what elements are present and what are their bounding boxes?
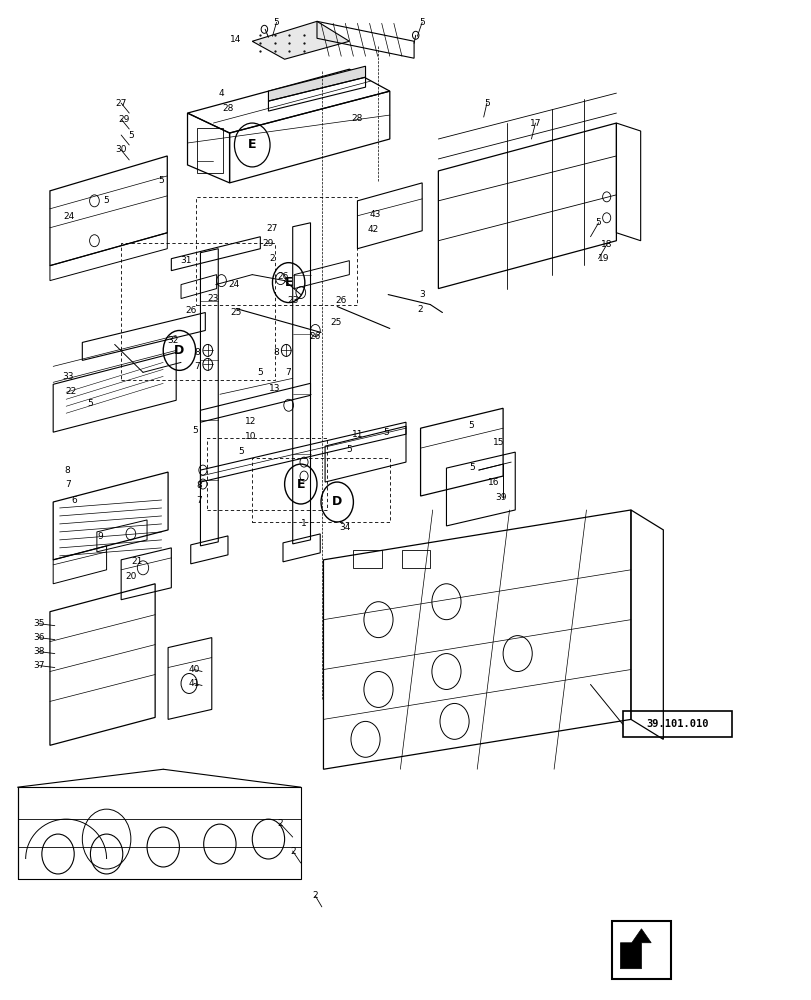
Text: 33: 33 [62,372,74,381]
Text: 8: 8 [195,481,201,490]
Text: 20: 20 [125,572,136,581]
Text: 40: 40 [188,665,200,674]
Text: E: E [296,478,305,491]
Text: 8: 8 [273,348,279,357]
Text: 5: 5 [104,196,109,205]
Text: 41: 41 [188,679,200,688]
Text: 37: 37 [32,661,45,670]
Text: 42: 42 [367,225,379,234]
Text: 39: 39 [496,493,507,502]
Text: 5: 5 [467,421,473,430]
Text: 6: 6 [71,496,77,505]
Text: 10: 10 [245,432,256,441]
Text: 26: 26 [185,306,196,315]
Text: 5: 5 [128,131,134,140]
Text: 29: 29 [118,115,130,124]
Bar [353,550,381,568]
Text: 5: 5 [418,18,424,27]
Text: D: D [174,344,184,357]
Text: 28: 28 [222,104,234,113]
Text: 23: 23 [208,294,219,303]
Text: 38: 38 [32,647,45,656]
Text: 2: 2 [312,891,318,900]
Bar [611,921,670,979]
Text: 16: 16 [487,478,499,487]
Text: 34: 34 [338,523,350,532]
Text: 39.101.010: 39.101.010 [646,719,708,729]
Text: 5: 5 [158,176,165,185]
Text: 27: 27 [115,99,127,108]
Text: 5: 5 [483,99,489,108]
Text: 25: 25 [230,308,242,317]
Text: 13: 13 [268,384,281,393]
Text: 1: 1 [301,519,307,528]
Text: 5: 5 [469,463,474,472]
Text: 18: 18 [600,240,611,249]
Text: 21: 21 [131,557,143,566]
Text: 7: 7 [65,480,71,489]
Text: 2: 2 [417,305,423,314]
Text: 9: 9 [97,532,103,541]
Text: E: E [247,138,256,151]
Text: 7: 7 [195,496,201,505]
Text: 43: 43 [369,210,380,219]
Text: 25: 25 [330,318,341,327]
Text: 5: 5 [257,368,263,377]
Bar [401,550,430,568]
Text: 28: 28 [351,114,363,123]
Text: 35: 35 [32,619,45,628]
Text: 19: 19 [597,254,608,263]
Text: 2: 2 [277,819,282,828]
Polygon shape [252,21,349,59]
Text: 2: 2 [290,847,295,856]
Text: 5: 5 [238,447,243,456]
Text: 8: 8 [194,348,200,357]
Text: 7: 7 [194,362,200,371]
Text: 5: 5 [384,428,389,437]
Polygon shape [620,929,650,969]
Text: 5: 5 [88,399,93,408]
Text: 24: 24 [229,280,240,289]
Text: 12: 12 [245,417,256,426]
Text: 26: 26 [277,272,289,281]
Text: D: D [332,495,342,508]
Text: 32: 32 [167,336,178,345]
Text: 7: 7 [285,368,290,377]
Polygon shape [268,66,365,101]
Text: 8: 8 [65,466,71,475]
Text: 17: 17 [529,119,541,128]
Text: 27: 27 [267,224,278,233]
Text: 5: 5 [346,445,352,454]
Text: 30: 30 [115,145,127,154]
Text: 14: 14 [230,35,242,44]
Text: 22: 22 [65,387,76,396]
Text: 23: 23 [286,296,298,305]
Text: 29: 29 [263,239,274,248]
Text: E: E [284,276,293,289]
Text: 26: 26 [335,296,346,305]
Text: 24: 24 [63,212,75,221]
Text: 31: 31 [180,256,191,265]
Text: 5: 5 [273,18,279,27]
Text: 11: 11 [351,430,363,439]
Bar [197,128,223,173]
Text: 5: 5 [595,218,601,227]
Text: 4: 4 [218,89,224,98]
Text: 3: 3 [418,290,424,299]
Bar [622,711,732,737]
Text: 2: 2 [269,254,275,263]
Text: 5: 5 [192,426,198,435]
Text: 15: 15 [492,438,504,447]
Text: 36: 36 [32,633,45,642]
Text: 26: 26 [309,332,320,341]
